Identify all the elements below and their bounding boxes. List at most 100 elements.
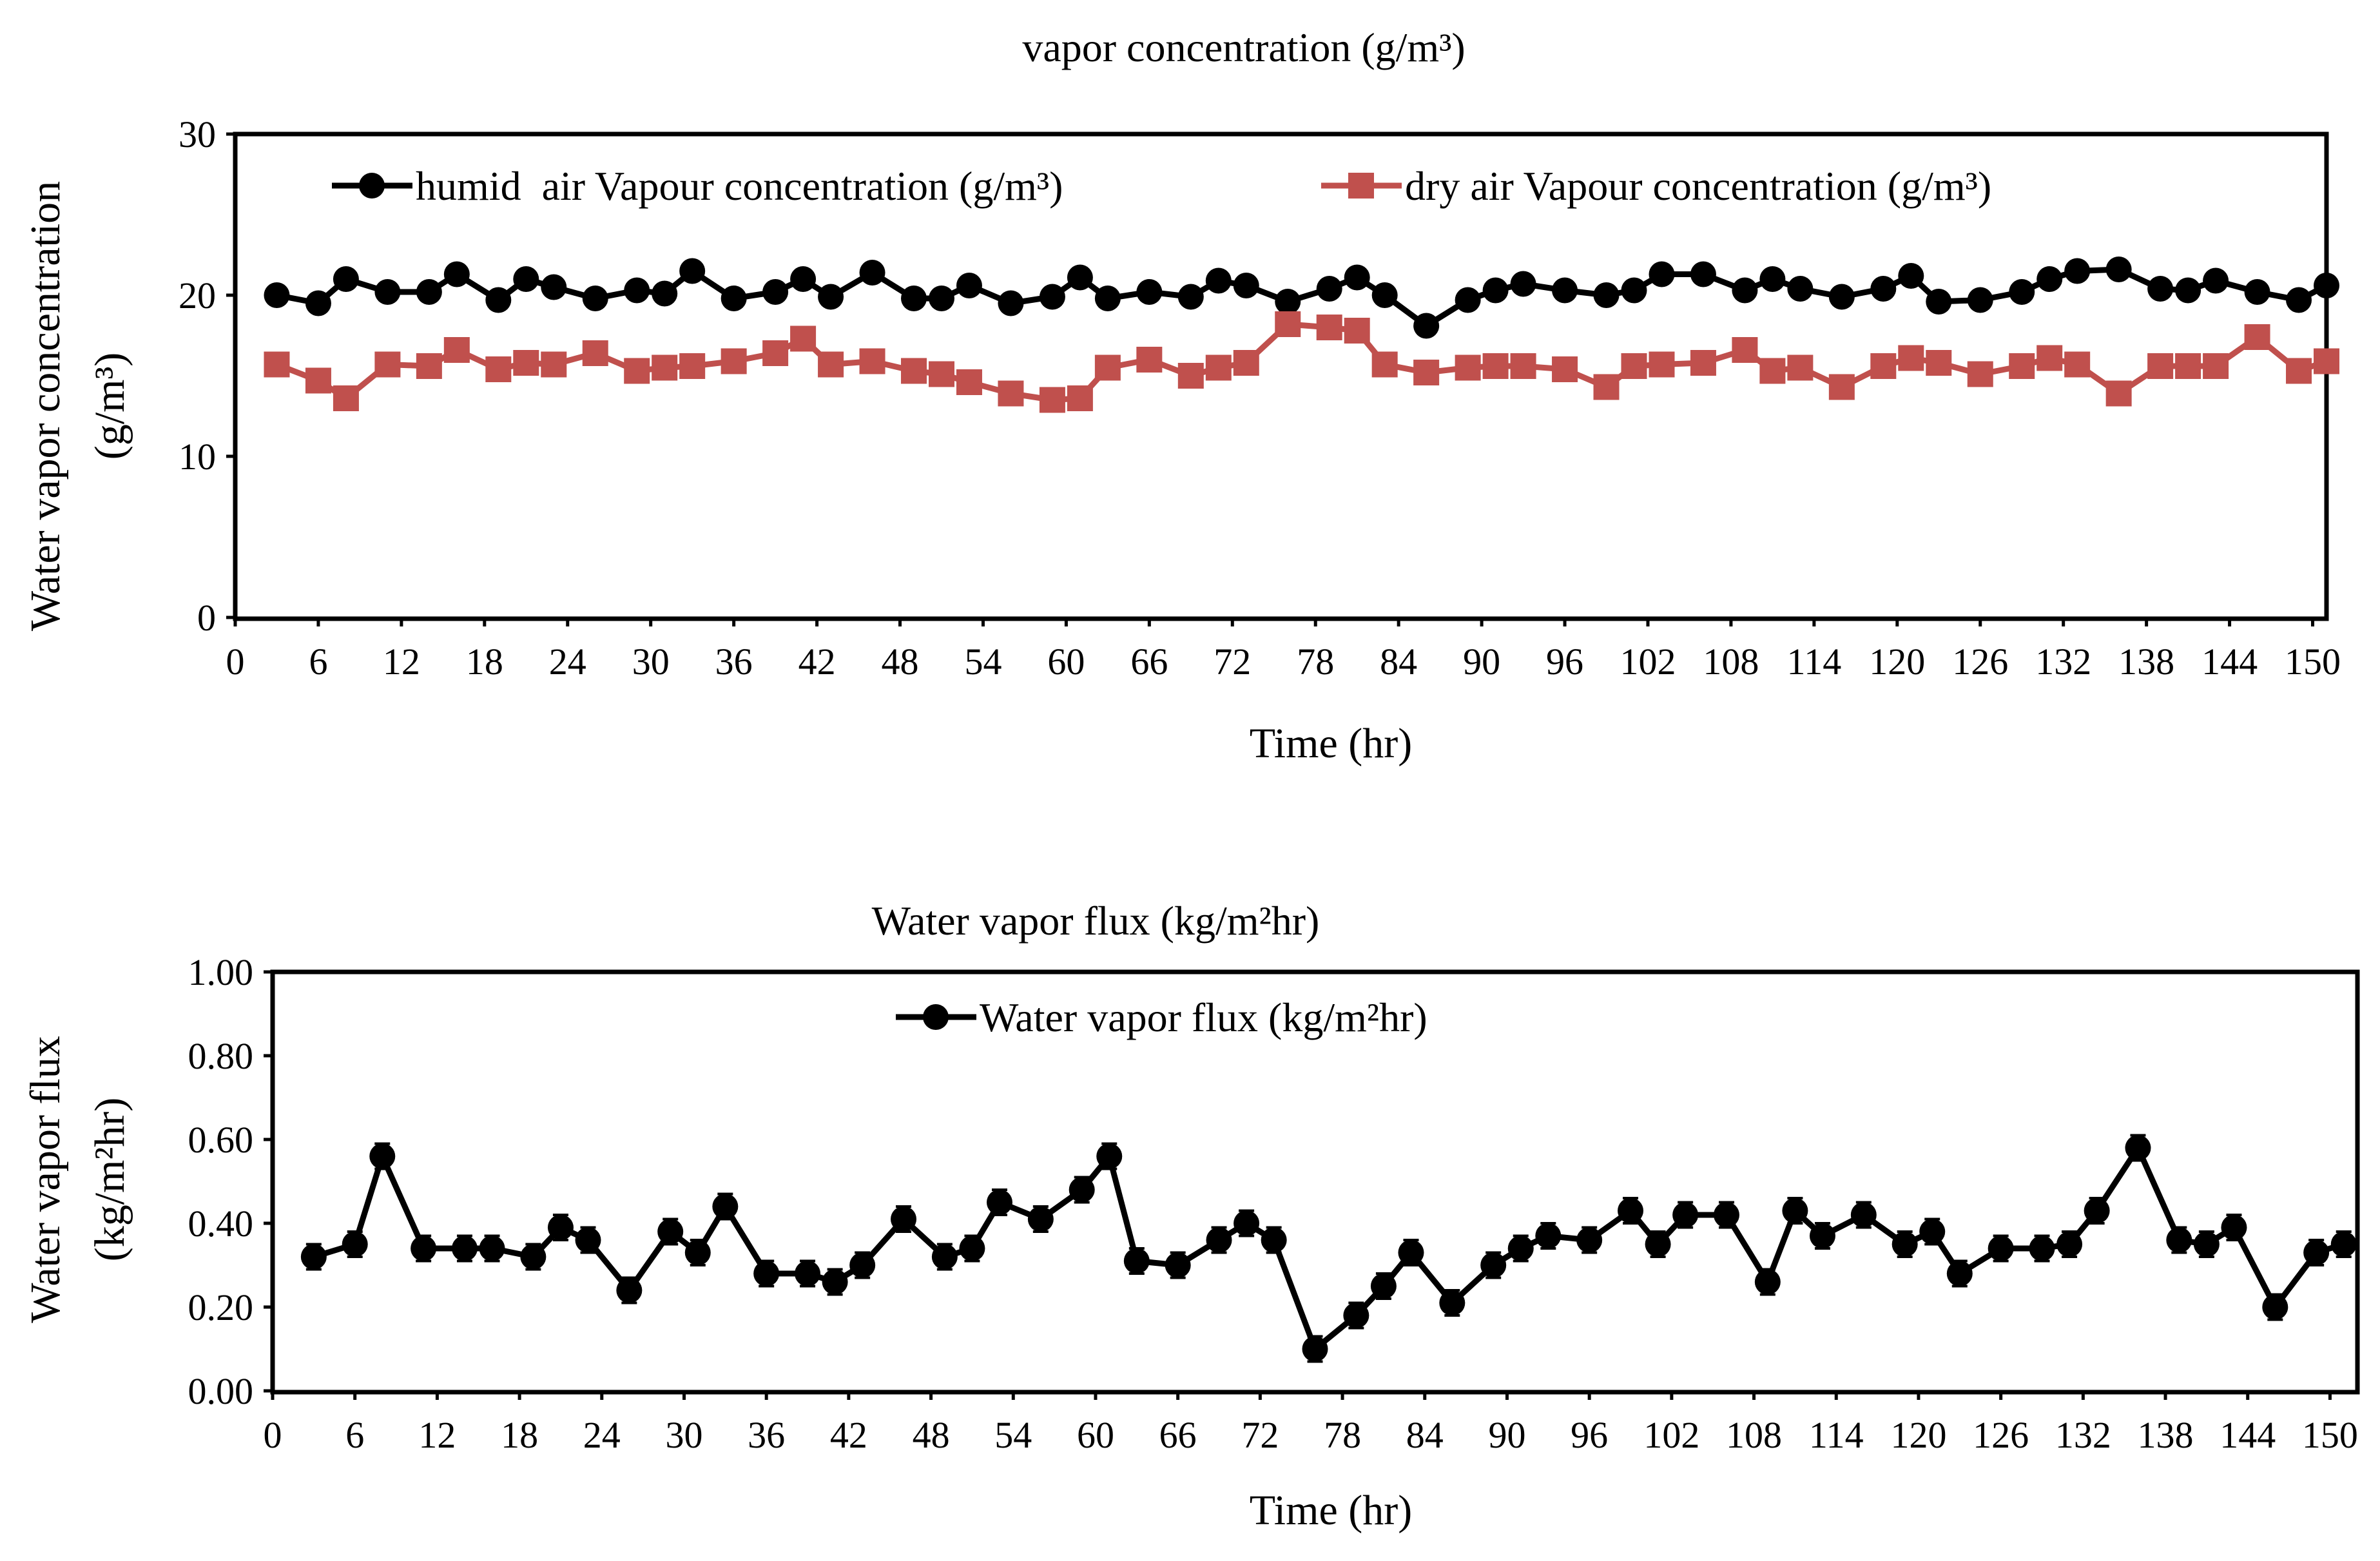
legend-flux-marker — [923, 1004, 949, 1030]
data-point — [2147, 353, 2174, 379]
data-point — [1039, 284, 1065, 310]
x-tick-label: 66 — [1130, 641, 1168, 683]
x-tick-label: 42 — [830, 1414, 867, 1456]
x-tick-label: 18 — [501, 1414, 538, 1456]
data-point — [374, 351, 401, 378]
data-point — [1344, 264, 1370, 291]
legend-flux-label: Water vapor flux (kg/m²hr) — [980, 994, 1427, 1040]
x-tick-label: 102 — [1643, 1414, 1699, 1456]
x-tick-label: 120 — [1869, 641, 1925, 683]
data-point — [684, 1239, 711, 1266]
data-point — [2175, 277, 2201, 304]
data-point — [2029, 1236, 2055, 1261]
data-point — [1371, 351, 1398, 378]
data-point — [762, 340, 789, 366]
legend-dry-label: dry air Vapour concentration (g/m³) — [1405, 163, 1991, 209]
data-point — [2262, 1294, 2288, 1320]
data-point — [1302, 1336, 1328, 1362]
data-point — [333, 385, 359, 411]
data-point — [1316, 276, 1342, 302]
y-tick-label: 0 — [197, 597, 216, 639]
data-point — [959, 1236, 985, 1261]
data-point — [1754, 1269, 1781, 1295]
x-tick-label: 144 — [2220, 1414, 2276, 1456]
data-point — [451, 1236, 478, 1261]
chart2-title: Water vapor flux (kg/m²hr) — [872, 898, 1320, 944]
data-point — [1510, 271, 1536, 297]
data-point — [762, 279, 789, 305]
data-point — [1645, 1231, 1671, 1257]
x-tick-label: 90 — [1488, 1414, 1525, 1456]
data-point — [520, 1244, 547, 1270]
data-point — [1732, 337, 1758, 363]
data-point — [305, 290, 331, 316]
chart2-y-axis-label-line1: Water vapor flux — [22, 1036, 69, 1323]
data-point — [513, 350, 539, 376]
data-point — [1782, 1197, 1808, 1224]
x-tick-label: 102 — [1620, 641, 1676, 683]
x-tick-label: 6 — [309, 641, 327, 683]
data-point — [1233, 273, 1259, 298]
x-tick-label: 12 — [418, 1414, 456, 1456]
data-point — [931, 1244, 958, 1270]
data-point — [1898, 345, 1924, 371]
x-tick-label: 30 — [632, 641, 670, 683]
data-point — [1576, 1227, 1603, 1253]
x-tick-label: 42 — [798, 641, 836, 683]
data-point — [795, 1261, 821, 1286]
chart2-legend: Water vapor flux (kg/m²hr) — [896, 994, 1427, 1040]
data-point — [1039, 387, 1065, 413]
data-point — [479, 1236, 505, 1261]
y-tick-label: 0.80 — [188, 1035, 254, 1077]
data-point — [818, 284, 844, 310]
chart1-series — [264, 257, 2339, 413]
x-tick-label: 144 — [2201, 641, 2258, 683]
x-tick-label: 114 — [1809, 1414, 1864, 1456]
x-tick-label: 0 — [264, 1414, 282, 1456]
data-point — [1165, 1252, 1191, 1278]
x-tick-label: 96 — [1546, 641, 1583, 683]
data-point — [1413, 360, 1440, 385]
data-point — [1371, 282, 1398, 308]
x-tick-label: 66 — [1159, 1414, 1197, 1456]
chart1-y-axis-label-line1: Water vapor concentration — [22, 181, 69, 631]
vapor-concentration-chart: vapor concentration (g/m³) 0 10 20 30 0 6 12 1… — [22, 24, 2341, 767]
data-point — [790, 266, 817, 292]
x-tick-label: 54 — [994, 1414, 1032, 1456]
x-tick-label: 90 — [1463, 641, 1500, 683]
data-point — [2303, 1239, 2330, 1266]
data-point — [1094, 354, 1121, 381]
data-point — [513, 266, 539, 292]
data-point — [369, 1143, 396, 1169]
chart1-plot-border — [233, 131, 2329, 621]
data-point — [859, 260, 885, 286]
chart1-y-ticks: 0 10 20 30 — [179, 113, 235, 639]
x-tick-label: 114 — [1786, 641, 1841, 683]
data-point — [1510, 353, 1536, 379]
data-point — [1069, 1177, 1095, 1203]
data-point — [1275, 311, 1301, 337]
chart1-legend: humid air Vapour concentration (g/m³) dr… — [332, 163, 1991, 209]
data-point — [2037, 266, 2063, 292]
x-tick-label: 18 — [466, 641, 503, 683]
data-point — [582, 286, 608, 311]
data-point — [541, 351, 567, 378]
data-point — [1850, 1202, 1877, 1228]
data-point — [2286, 287, 2312, 313]
data-point — [2037, 345, 2063, 371]
x-tick-label: 150 — [2285, 641, 2341, 683]
data-point — [901, 358, 927, 384]
data-point — [1787, 354, 1814, 381]
data-point — [652, 354, 678, 381]
data-point — [2193, 1231, 2220, 1257]
y-tick-label: 1.00 — [188, 951, 254, 993]
data-point — [1482, 277, 1509, 304]
data-point — [1649, 261, 1675, 287]
data-point — [1234, 1210, 1260, 1236]
data-point — [2314, 273, 2339, 298]
data-point — [1316, 315, 1342, 340]
data-point — [2203, 353, 2229, 379]
data-point — [1870, 276, 1897, 302]
y-tick-label: 20 — [179, 275, 216, 316]
